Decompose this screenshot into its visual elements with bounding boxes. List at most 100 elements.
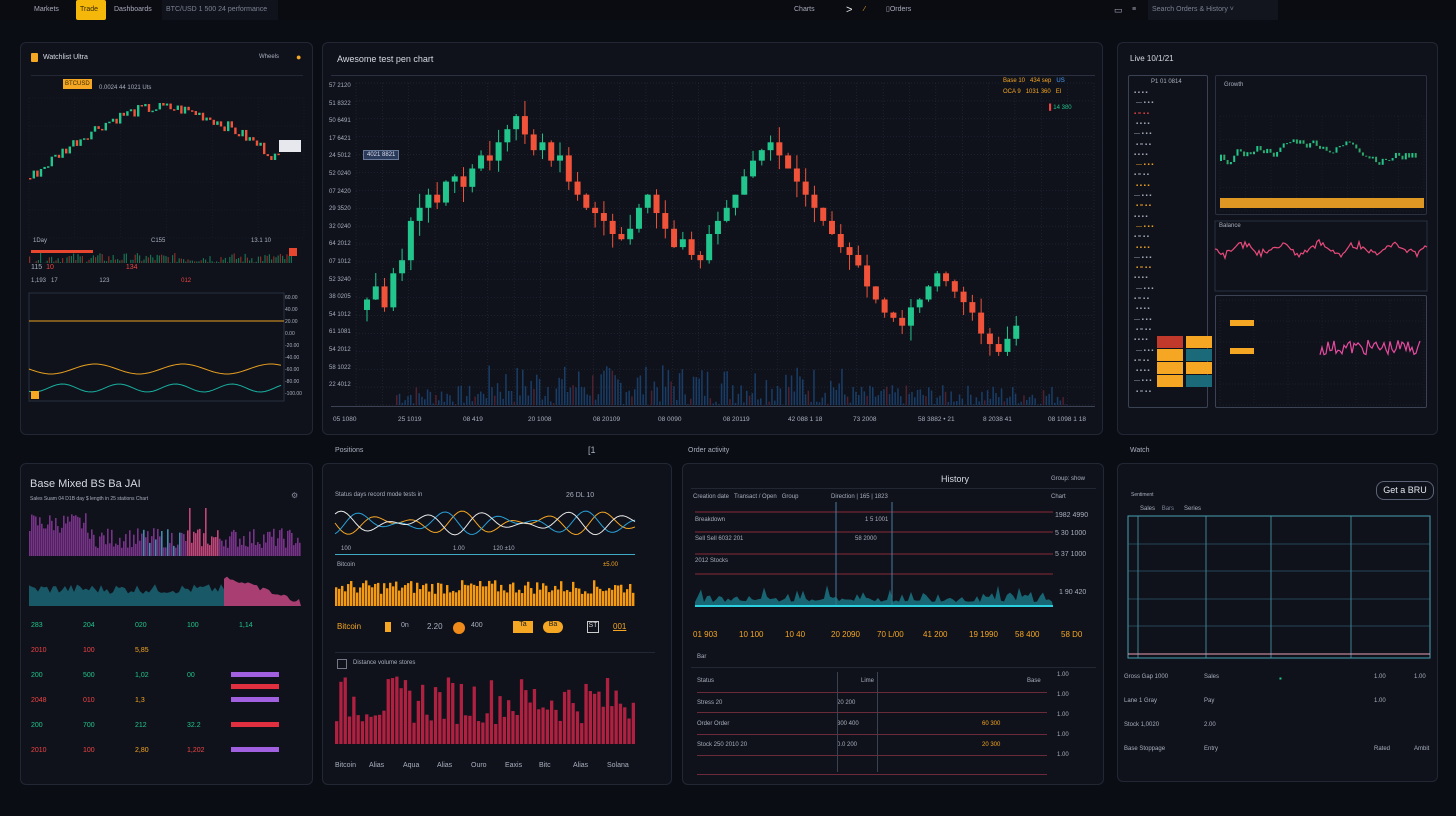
order-book-row: ▪ = ▪ ▪ [1134,296,1149,302]
orange-bar-chart[interactable] [335,576,635,606]
volume-bar [779,388,782,405]
candle-body [557,155,564,161]
indicator-chart[interactable] [28,292,285,403]
red-bar [455,723,459,744]
pencil-icon[interactable]: ⁄ [864,6,866,13]
tab-dashboards[interactable]: Dashboards [114,6,152,13]
settings-icon[interactable]: ● [296,52,302,62]
mini-candle [65,148,68,154]
volume-bar [494,395,496,405]
orange-bar [470,583,473,606]
volume-bar [141,533,143,556]
mini-candle [241,129,244,137]
mini-volume-bar [251,258,253,263]
volume-bar [611,370,614,405]
badge[interactable]: ST [587,621,599,633]
volume-bar [149,542,151,556]
wave-chart[interactable] [334,504,636,542]
mini-candle [144,104,147,107]
volume-bar [891,385,894,405]
candlestick-chart[interactable] [355,82,1095,406]
badge[interactable]: 2.20 [427,622,443,631]
badge[interactable]: Bitcoin [337,622,362,631]
growth-chart[interactable] [1219,115,1425,212]
order-book[interactable]: P1 01 0814 ▪ ▪ ▪ ▪ — ▪ ▪ ▪ ▪ = ▪ ▪ ▪ ▪ ▪ ▪ —… [1128,75,1212,408]
history-x-label: 58 D0 [1061,630,1083,639]
chevron-right-icon[interactable]: > [846,4,853,16]
ticker-strip: BTC/USD 1 500 24 performance Collection [162,0,278,20]
badge[interactable]: 0n [401,622,409,629]
candle-body [890,312,897,318]
mini-volume-bar [244,253,246,263]
orange-bar [500,584,503,606]
orange-bar [599,588,602,606]
alert-icon[interactable] [289,248,297,256]
settings-icon[interactable]: ⚙ [291,491,299,500]
mini-candle [219,121,223,127]
mixed-panel: Base Mixed BS Ba JAI Sales Suam 04 D1B d… [20,463,313,785]
red-bar [545,709,549,744]
stats-cell: 2,80 [135,747,149,754]
symbol-badge[interactable]: BTCUSD [63,79,92,89]
area-chart[interactable] [29,564,301,606]
mini-candle [194,111,197,116]
history-row-label: 2012 Stocks [695,558,729,564]
red-bar [485,713,489,744]
pnl-chart[interactable] [1219,299,1425,406]
mini-candle-chart[interactable] [28,97,305,263]
tab-trade[interactable]: Trade [76,0,106,20]
mini-volume-bar [103,260,105,263]
badge[interactable]: 001 [613,622,627,631]
candle-body [407,220,414,261]
panel-menu[interactable]: Wheels [259,54,280,60]
watch-footer-cell: Stock 1,0020 [1124,722,1160,728]
volume-bar [121,547,123,556]
orange-bar [476,585,479,606]
search-input[interactable]: Search Orders & History ˅ [1148,0,1278,20]
orange-bar [488,580,491,606]
history-chart[interactable] [695,502,1053,608]
badge[interactable]: Ba [543,621,563,633]
candle-body [943,273,950,282]
menu-icon[interactable]: ≡ [1132,6,1137,13]
stats-cell: 212 [135,722,147,729]
growth-candle [1299,140,1302,144]
watch-grid-chart[interactable] [1127,515,1431,659]
charts-link[interactable]: Charts [794,6,815,13]
tab-markets[interactable]: Markets [34,6,59,13]
red-bar [502,716,506,744]
mini-candle [165,103,169,106]
candle-body [495,142,502,161]
coin-icon[interactable] [453,622,465,634]
red-bar-chart[interactable] [335,676,640,744]
orange-bar [407,583,410,606]
volume-bar [153,528,155,556]
x-axis: 05 1080 25 1019 08 419 20 1008 08 20109 08 00… [333,416,1093,426]
badge[interactable]: Ta [513,621,533,633]
red-bar [519,679,524,744]
volume-bar [289,529,291,556]
get-button[interactable]: Get a BRU [1376,481,1434,500]
window-icon[interactable]: ▭ [1114,5,1123,15]
mini-volume-bar [187,259,189,263]
indicator-toggle-icon[interactable] [31,391,39,399]
table-row-line [697,755,1047,756]
orange-bar [452,590,455,606]
group-dropdown[interactable]: Group: show [1051,476,1086,482]
badge[interactable]: 400 [471,622,483,629]
stats-cell: 100 [83,747,95,754]
red-bar [554,709,558,744]
volume-bar-chart[interactable] [29,504,301,556]
mini-candle [158,103,161,110]
badge-icon[interactable] [385,622,391,632]
order-book-row: ▪ ▪ ▪ ▪ [1136,120,1150,127]
volume-bar [143,529,145,556]
foot-label: Bar [697,654,707,660]
volume-bar [832,387,835,405]
orders-link[interactable]: ▯Orders [882,0,915,20]
balance-chart[interactable] [1214,220,1428,292]
candle-body [451,176,458,182]
mini-candle [111,118,115,122]
mini-candle [191,110,194,112]
volume-bar [748,395,751,405]
